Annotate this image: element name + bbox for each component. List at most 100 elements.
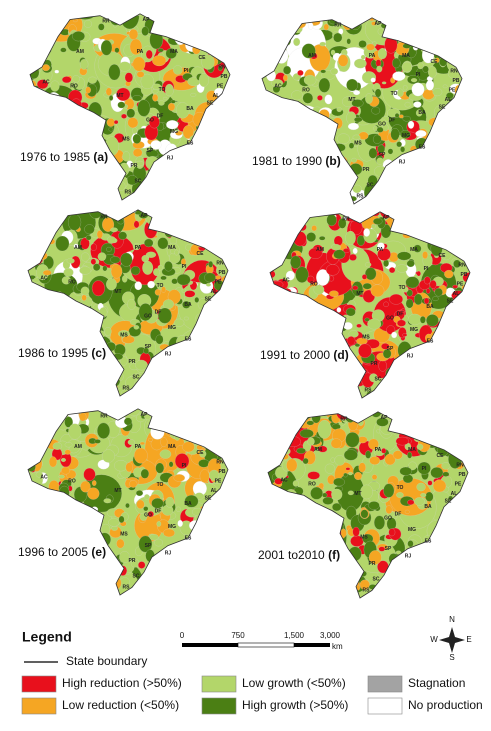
municipality-patch: [379, 200, 385, 204]
municipality-patch: [176, 584, 183, 591]
municipality-patch: [418, 554, 431, 571]
municipality-patch: [385, 505, 393, 514]
municipality-patch: [273, 236, 280, 244]
municipality-patch: [83, 467, 96, 482]
municipality-patch: [461, 547, 468, 557]
municipality-patch: [307, 539, 314, 546]
municipality-patch: [211, 530, 226, 541]
municipality-patch: [64, 385, 77, 396]
municipality-patch: [220, 578, 228, 595]
municipality-patch: [364, 317, 370, 322]
municipality-patch: [148, 438, 153, 442]
state-label: MT: [114, 289, 121, 295]
municipality-patch: [444, 330, 453, 341]
municipality-patch: [84, 224, 95, 235]
municipality-patch: [204, 272, 216, 283]
municipality-patch: [210, 176, 230, 200]
municipality-patch: [368, 147, 378, 159]
municipality-patch: [30, 86, 34, 91]
municipality-patch: [429, 280, 437, 289]
municipality-patch: [314, 592, 324, 598]
municipality-patch: [393, 514, 398, 519]
municipality-patch: [158, 100, 165, 106]
municipality-patch: [72, 75, 80, 83]
municipality-patch: [408, 461, 417, 471]
municipality-patch: [358, 343, 372, 358]
municipality-patch: [158, 19, 168, 26]
municipality-patch: [203, 555, 218, 573]
state-label: CE: [197, 450, 205, 456]
municipality-patch: [165, 15, 178, 25]
municipality-patch: [207, 239, 215, 248]
municipality-patch: [198, 73, 209, 87]
municipality-patch: [319, 135, 327, 141]
municipality-patch: [317, 95, 323, 101]
municipality-patch: [303, 199, 313, 204]
municipality-patch: [199, 450, 207, 458]
municipality-patch: [199, 469, 210, 483]
municipality-patch: [195, 135, 201, 139]
municipality-patch: [396, 212, 405, 222]
municipality-patch: [410, 214, 441, 237]
municipality-patch: [173, 318, 185, 327]
municipality-patch: [438, 515, 452, 527]
municipality-patch: [200, 181, 208, 190]
municipality-patch: [42, 100, 48, 106]
municipality-patch: [441, 527, 447, 535]
municipality-patch: [309, 302, 319, 313]
municipality-patch: [360, 509, 369, 519]
municipality-patch: [262, 117, 270, 127]
municipality-patch: [419, 29, 430, 43]
municipality-patch: [378, 360, 387, 372]
municipality-patch: [205, 151, 216, 162]
municipality-patch: [422, 564, 449, 598]
municipality-patch: [292, 510, 298, 515]
municipality-patch: [269, 147, 275, 152]
municipality-patch: [368, 393, 374, 398]
municipality-patch: [81, 294, 87, 301]
state-label: RR: [340, 417, 348, 423]
municipality-patch: [417, 562, 430, 572]
municipality-patch: [268, 498, 274, 505]
municipality-patch: [460, 438, 466, 443]
municipality-patch: [429, 164, 445, 184]
municipality-patch: [271, 237, 282, 247]
municipality-patch: [277, 33, 282, 39]
scale-label: 1,500: [284, 631, 305, 640]
municipality-patch: [389, 267, 396, 274]
municipality-patch: [75, 587, 82, 593]
municipality-patch: [60, 562, 89, 595]
municipality-patch: [197, 408, 209, 420]
municipality-patch: [215, 518, 227, 528]
municipality-patch: [172, 353, 207, 375]
municipality-patch: [273, 412, 282, 419]
municipality-patch: [190, 93, 197, 97]
municipality-patch: [283, 327, 302, 343]
municipality-patch: [271, 327, 280, 334]
legend-swatch: [367, 675, 403, 693]
municipality-patch: [439, 521, 446, 529]
state-label: RN: [216, 459, 224, 465]
municipality-patch: [318, 195, 341, 204]
municipality-patch: [223, 304, 228, 311]
municipality-patch: [185, 13, 191, 15]
municipality-patch: [127, 117, 139, 129]
municipality-patch: [183, 581, 189, 585]
municipality-patch: [395, 550, 402, 555]
municipality-patch: [67, 209, 73, 215]
municipality-patch: [352, 184, 362, 194]
municipality-patch: [262, 192, 271, 201]
panel-tag: (d): [333, 348, 348, 362]
municipality-patch: [212, 236, 219, 243]
municipality-patch: [404, 509, 410, 514]
municipality-patch: [392, 57, 401, 69]
municipality-patch: [163, 222, 174, 232]
municipality-patch: [388, 211, 401, 214]
municipality-patch: [284, 574, 294, 584]
municipality-patch: [440, 567, 445, 573]
municipality-patch: [72, 31, 85, 42]
municipality-patch: [292, 529, 302, 538]
municipality-patch: [117, 101, 126, 109]
state-label: MS: [360, 535, 368, 541]
municipality-patch: [104, 327, 112, 336]
